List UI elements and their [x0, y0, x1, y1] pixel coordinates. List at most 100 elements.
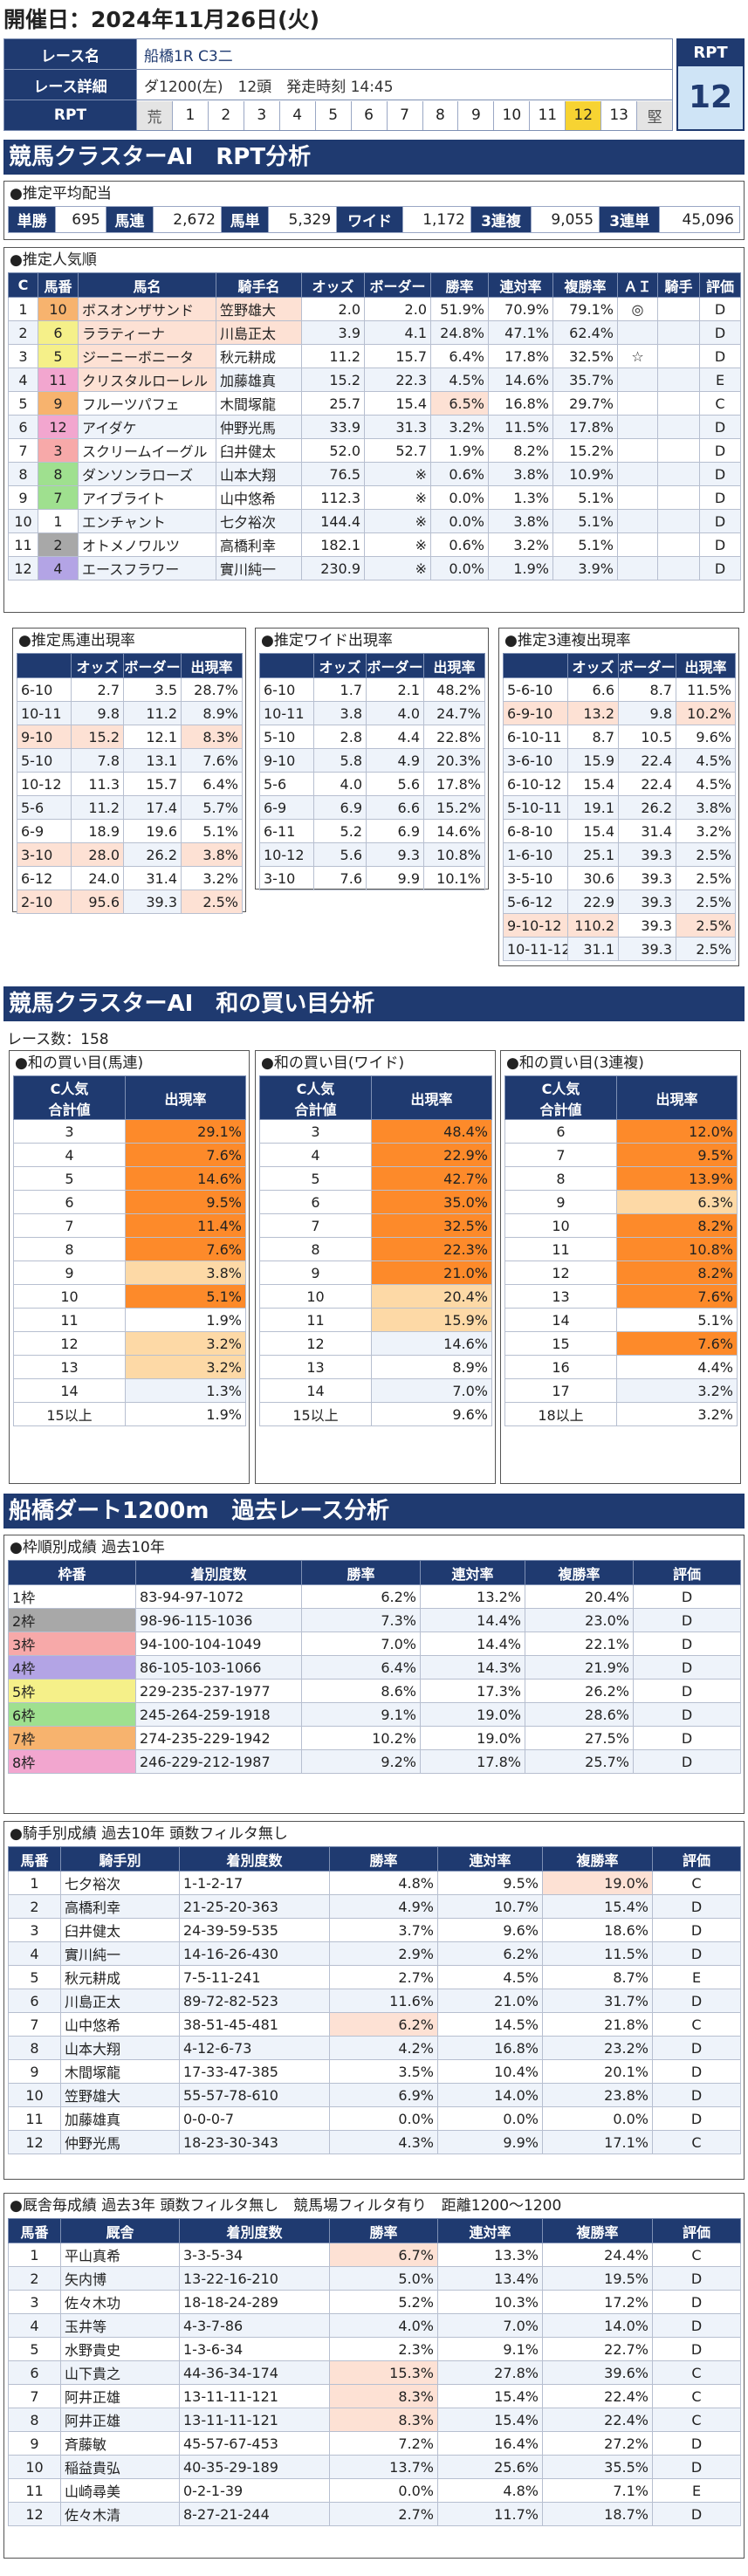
occurrence-rate: 8.2%: [616, 1261, 738, 1285]
table-row: 11 山崎尋美 0-2-1-39 0.0% 4.8% 7.1% E: [8, 2478, 741, 2503]
cell: 15.4: [567, 819, 619, 843]
cell: 1: [8, 1871, 61, 1895]
cell: 11.5%: [488, 415, 553, 439]
table-row: 5-6-12 22.9 39.3 2.5%: [503, 890, 736, 914]
cell: C: [652, 2130, 741, 2154]
cell: D: [652, 1941, 741, 1966]
cell: 22.4%: [542, 2408, 653, 2432]
cell: 15.2: [301, 368, 365, 392]
cell: 6.7%: [329, 2243, 438, 2267]
cell: 14.4%: [420, 1631, 525, 1656]
cell: [657, 344, 700, 368]
column-header: 連対率: [488, 272, 553, 298]
cell: 10.8%: [423, 842, 485, 867]
table-row: 9-10 15.2 12.1 8.3%: [17, 725, 243, 749]
cell: C: [652, 2384, 741, 2408]
sum-value: 4: [259, 1143, 372, 1167]
waku-table: 枠番 着別度数 勝率 連対率 複勝率 評価 1枠 83-94-97-1072 6.2% 13.2%…: [8, 1560, 741, 1774]
cell: 3.2%: [488, 532, 553, 557]
horse-name: エンチャント: [78, 509, 216, 533]
cell: 7: [8, 438, 38, 463]
umaren-title: ●推定馬連出現率: [18, 632, 135, 649]
trainer-title: ●厩舎毎成績 過去3年 頭数フィルタ無し 競馬場フィルタ有り 距離1200～12…: [10, 2197, 562, 2215]
cell: 15.4%: [437, 2408, 543, 2432]
cell: 17.8%: [420, 1749, 525, 1774]
rpt-box-value: 12: [678, 66, 743, 129]
cell: 39.3: [618, 842, 676, 867]
table-row: 1 平山真希 3-3-5-34 6.7% 13.3% 24.4% C: [8, 2243, 741, 2267]
sum-value: 7: [259, 1213, 372, 1238]
sum-value: 15: [504, 1331, 617, 1356]
cell: 6-10: [259, 677, 314, 702]
cell: 6: [8, 415, 38, 439]
table-row: 3 佐々木功 18-18-24-289 5.2% 10.3% 17.2% D: [8, 2290, 741, 2314]
trainer-panel: ●厩舎毎成績 過去3年 頭数フィルタ無し 競馬場フィルタ有り 距離1200～12…: [3, 2193, 745, 2559]
cell: 9-10: [259, 748, 314, 773]
cell: 2.8: [313, 725, 367, 749]
cell: 31.4: [618, 819, 676, 843]
cell: 木間塚龍: [216, 391, 302, 416]
cell: 8.3%: [181, 725, 243, 749]
column-header: 馬名: [78, 272, 216, 298]
column-header: 勝率: [430, 272, 489, 298]
cell: 10.2%: [676, 701, 736, 725]
cell: D: [652, 2455, 741, 2479]
cell: 3.8%: [488, 462, 553, 486]
cell: 11.2: [301, 344, 365, 368]
occurrence-rate: 9.6%: [371, 1402, 492, 1426]
cell: 19.5%: [542, 2266, 653, 2291]
column-header: オッズ: [301, 272, 365, 298]
cell: 11.2: [71, 795, 124, 820]
race-detail-label: レース詳細: [3, 69, 137, 100]
cell: 4.2%: [329, 2036, 438, 2060]
cell: 4.0%: [329, 2313, 438, 2338]
table-row: 7 11.4%: [13, 1213, 246, 1238]
cell: 13.2%: [420, 1584, 525, 1609]
occurrence-rate: 7.6%: [125, 1143, 246, 1167]
cell: 木間塚龍: [60, 2059, 180, 2084]
cell: 95.6: [71, 890, 124, 914]
cell: 9.6%: [437, 1918, 543, 1942]
cell: 3.5: [123, 677, 182, 702]
column-header: C: [8, 272, 38, 298]
cell: 阿井正雄: [60, 2384, 180, 2408]
cell: 15.4: [364, 391, 431, 416]
cell: D: [652, 2290, 741, 2314]
cell: 94-100-104-1049: [135, 1631, 302, 1656]
table-row: 3-10 28.0 26.2 3.8%: [17, 842, 243, 867]
cell: 6-9: [17, 819, 72, 843]
cell: 1-1-2-17: [179, 1871, 330, 1895]
cell: 10.2%: [301, 1726, 421, 1750]
column-header: 騎手名: [216, 272, 302, 298]
trio-panel: ●推定3連複出現率 オッズ ボーダー 出現率 5-6-10 6.6 8.7 11.5% 6-9…: [498, 628, 739, 966]
table-row: 12 3.2%: [13, 1331, 246, 1356]
sum-value: 3: [13, 1119, 126, 1144]
cell: 5.2: [313, 819, 367, 843]
table-row: 10 8.2%: [504, 1213, 738, 1238]
table-row: 13 8.9%: [259, 1355, 492, 1379]
cell: 3: [8, 1918, 61, 1942]
column-header: オッズ: [313, 653, 367, 678]
sum-value: 8: [504, 1166, 617, 1191]
table-row: 14 5.1%: [504, 1308, 738, 1332]
cell: 25.7%: [525, 1749, 634, 1774]
cell: 4.5%: [676, 748, 736, 773]
cell: 5-10: [17, 748, 72, 773]
cell: 平山真希: [60, 2243, 180, 2267]
payout-value: 2,672: [153, 206, 222, 233]
cell: 1.9%: [430, 438, 489, 463]
rpt-scale-item: 7: [388, 100, 423, 130]
trio-table: オッズ ボーダー 出現率 5-6-10 6.6 8.7 11.5% 6-9-10 13.2 9.8…: [503, 653, 736, 961]
cell: 13.4%: [437, 2266, 543, 2291]
cell: 24.4%: [542, 2243, 653, 2267]
cell: 18-23-30-343: [179, 2130, 330, 2154]
cell: 5.1%: [552, 485, 618, 510]
cell: 44-36-34-174: [179, 2360, 330, 2385]
cell: 6-10-11: [503, 725, 568, 749]
payout-value: 9,055: [531, 206, 600, 233]
cell: 24.8%: [430, 320, 489, 345]
column-header: 出現率: [125, 1075, 246, 1120]
table-row: 10 1 エンチャント 七夕裕次 144.4 ※ 0.0% 3.8% 5.1% D: [8, 509, 741, 533]
cell: 2.5%: [676, 890, 736, 914]
occurrence-rate: 14.6%: [125, 1166, 246, 1191]
